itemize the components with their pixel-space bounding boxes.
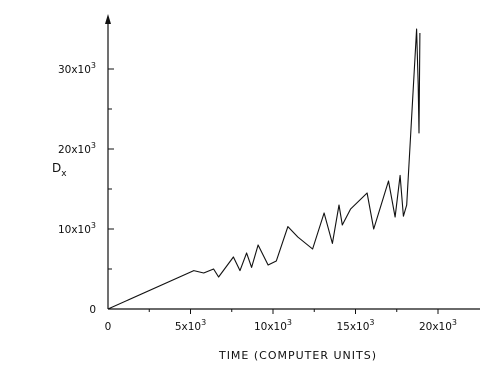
series-line [107,28,421,310]
x-tick-label: 5x103 [175,318,206,333]
x-tick-label: 0 [105,321,112,333]
y-axis-label-main: D [52,161,61,175]
tick-labels: 0 5x103 10x103 15x103 20x103 0 10x103 20x103 30x… [58,61,457,333]
ticks [108,68,439,314]
plot-area: 0 5x103 10x103 15x103 20x103 0 10x103 20x103 30x… [58,14,480,333]
y-tick-label: 0 [89,304,96,316]
y-axis-label: Dx [52,161,67,179]
x-tick-label: 20x103 [419,318,457,333]
x-axis-label: TIME (COMPUTER UNITS) [218,349,377,362]
y-tick-label: 30x103 [58,61,96,76]
y-tick-label: 20x103 [58,141,96,156]
x-tick-label: 15x103 [336,318,374,333]
y-axis-arrow [105,14,111,24]
y-axis-label-sub: x [61,169,67,179]
y-tick-label: 10x103 [58,221,96,236]
x-tick-label: 10x103 [254,318,292,333]
